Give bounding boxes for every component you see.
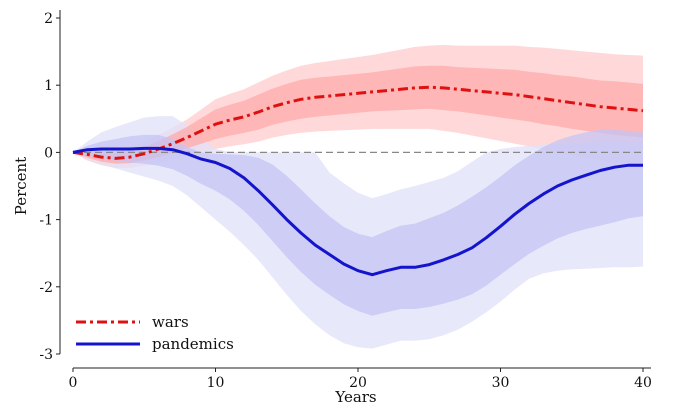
wars-inner-confidence-band (73, 65, 643, 164)
legend-label-pandemics: pandemics (152, 335, 234, 353)
y-tick-label: 0 (44, 145, 53, 161)
y-tick-label: -2 (39, 280, 53, 296)
pandemics-line (72, 146, 643, 277)
y-axis-title: Percent (12, 157, 30, 215)
x-tick-label: 30 (492, 375, 510, 391)
y-tick-label: -3 (39, 347, 53, 363)
y-tick-label: 1 (44, 78, 53, 94)
x-axis-title: Years (334, 388, 376, 406)
series-lines (72, 85, 644, 277)
legend: wars pandemics (76, 313, 234, 353)
x-tick-label: 20 (349, 375, 367, 391)
y-tick-label: -1 (39, 213, 53, 229)
x-tick-label: 40 (634, 375, 652, 391)
x-tick-label: 10 (207, 375, 225, 391)
pandemics-inner-confidence-band (73, 129, 643, 316)
y-tick-label: 2 (44, 11, 53, 27)
legend-label-wars: wars (152, 313, 189, 331)
x-tick-label: 0 (69, 375, 78, 391)
confidence-bands (73, 44, 643, 349)
wars-line (72, 85, 644, 160)
